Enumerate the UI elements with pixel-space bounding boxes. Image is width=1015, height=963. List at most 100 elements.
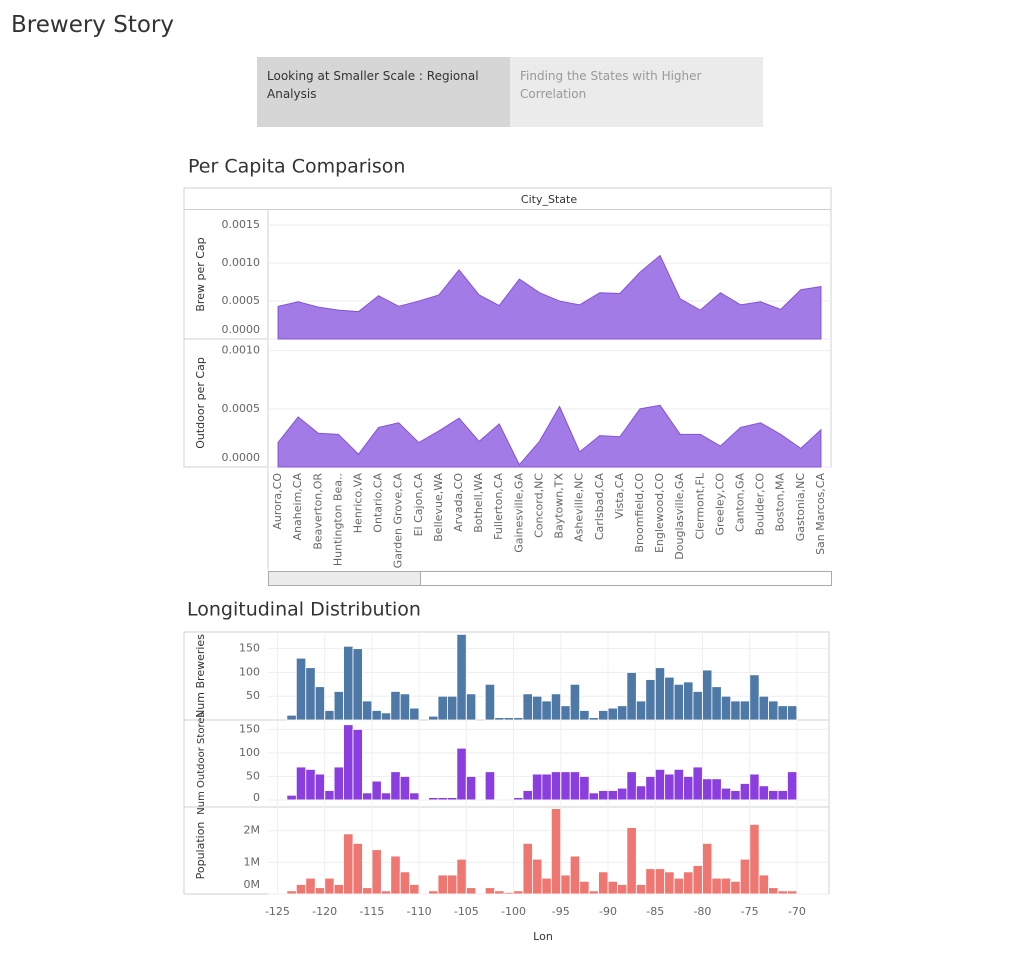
bar: [702, 778, 713, 801]
x-tick-label: -100: [501, 905, 526, 918]
bar: [777, 790, 788, 801]
bar: [541, 877, 552, 895]
bar: [730, 880, 741, 895]
x-tick-label: Concord,NC: [532, 473, 545, 538]
bar: [428, 715, 439, 721]
bar: [333, 766, 344, 801]
bar: [692, 691, 703, 721]
y-axis-title: Outdoor per Cap: [194, 357, 207, 449]
bar: [532, 695, 543, 721]
x-tick-label: Fullerton,CA: [492, 473, 505, 540]
bar: [352, 729, 363, 801]
bar: [447, 874, 458, 895]
bar: [314, 686, 326, 721]
x-tick-label: Beaverton,OR: [311, 473, 324, 550]
x-tick-label: Baytown,TX: [553, 473, 566, 539]
bar: [588, 717, 599, 721]
story-tab[interactable]: Looking at Smaller Scale : Regional Anal…: [257, 57, 510, 127]
bar: [588, 890, 599, 895]
bar: [324, 790, 335, 801]
bar: [532, 858, 543, 895]
x-tick-label: -120: [312, 905, 337, 918]
bar: [787, 890, 798, 895]
bar: [673, 683, 684, 721]
bar: [362, 887, 373, 895]
bar: [390, 855, 401, 895]
bar: [664, 871, 675, 895]
x-tick-label: -110: [407, 905, 432, 918]
bar: [465, 693, 477, 721]
bar: [447, 695, 458, 721]
bar: [702, 669, 713, 721]
bar: [787, 705, 798, 721]
chart-title: Longitudinal Distribution: [187, 599, 421, 621]
y-tick-label: 100: [239, 746, 260, 759]
x-tick-label: Boston,MA: [774, 473, 787, 532]
x-tick-label: Ontario,CA: [372, 473, 385, 533]
x-tick-label: Anaheim,CA: [291, 473, 304, 541]
bar: [380, 792, 392, 801]
bar: [465, 776, 477, 801]
x-tick-label: Vista,CA: [613, 473, 626, 519]
bar: [569, 771, 581, 801]
y-tick-label: 0.0000: [222, 451, 261, 464]
x-axis-title: Lon: [533, 930, 553, 943]
bar: [532, 773, 543, 801]
bar: [409, 884, 420, 895]
bar: [598, 871, 609, 895]
bar: [494, 890, 505, 895]
area: [277, 254, 822, 340]
bar: [324, 877, 335, 895]
y-tick-label: 150: [239, 642, 260, 655]
x-tick-label: Canton,GA: [734, 473, 747, 532]
y-axis-title: Population: [194, 822, 207, 880]
x-tick-label: Huntington Bea..: [331, 473, 344, 566]
bar: [711, 686, 722, 721]
bar: [579, 710, 590, 721]
bar: [333, 884, 344, 895]
bar: [513, 890, 524, 895]
story-title: Brewery Story: [11, 12, 174, 38]
bar: [484, 887, 496, 895]
x-tick-label: Bothell,WA: [472, 473, 485, 533]
bar: [399, 776, 411, 801]
x-tick-label: El Cajon,CA: [412, 473, 425, 537]
bar: [749, 824, 760, 895]
story-tab[interactable]: Finding the States with Higher Correlati…: [510, 57, 763, 127]
x-tick-label: Henrico,VA: [351, 473, 364, 534]
bar: [522, 842, 533, 895]
x-tick-label: Gainesville,GA: [512, 473, 525, 553]
bar: [305, 877, 316, 895]
bar: [314, 773, 326, 801]
y-tick-label: 2M: [244, 824, 261, 837]
bar: [484, 771, 496, 801]
bar: [702, 842, 713, 895]
bar: [399, 693, 411, 721]
bar: [626, 827, 637, 895]
bar: [626, 771, 637, 801]
bar: [484, 683, 496, 721]
bar: [295, 884, 307, 895]
bar: [465, 887, 477, 895]
y-tick-label: 0.0000: [222, 323, 261, 336]
bar: [362, 700, 373, 721]
bar: [380, 890, 392, 895]
chart-title: Per Capita Comparison: [188, 156, 405, 178]
bar: [541, 773, 552, 801]
bar: [399, 871, 411, 895]
bar: [683, 871, 694, 895]
y-tick-label: 0.0015: [222, 218, 261, 231]
bar: [390, 771, 401, 801]
bar: [541, 700, 552, 721]
bar: [749, 773, 760, 801]
x-tick-label: -95: [552, 905, 570, 918]
bar: [409, 707, 420, 721]
scroll-thumb[interactable]: [268, 571, 421, 586]
bar: [768, 887, 779, 895]
bar: [560, 874, 571, 895]
bar: [711, 877, 722, 895]
bar: [428, 797, 439, 801]
bar: [371, 780, 382, 801]
bar: [456, 633, 467, 721]
